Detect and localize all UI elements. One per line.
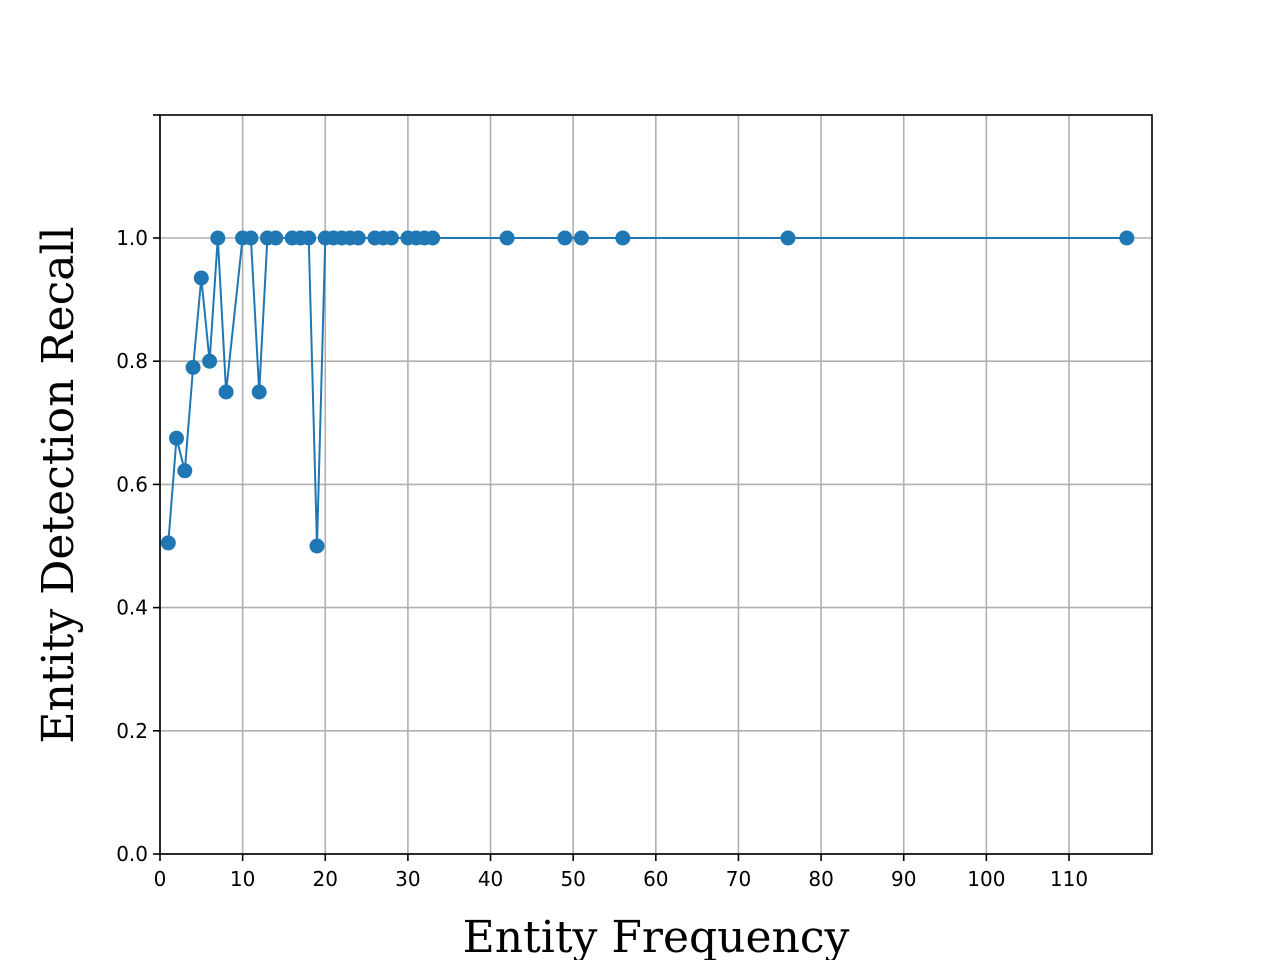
data-point bbox=[251, 384, 267, 400]
data-point bbox=[169, 430, 184, 446]
data-point bbox=[615, 230, 631, 246]
data-point bbox=[202, 353, 218, 369]
data-point bbox=[1119, 230, 1135, 246]
y-tick-label: 1.0 bbox=[116, 226, 148, 250]
x-tick-label: 100 bbox=[967, 867, 1005, 891]
data-point bbox=[780, 230, 796, 246]
data-point bbox=[268, 230, 284, 246]
data-point bbox=[218, 384, 234, 400]
data-point bbox=[193, 270, 209, 286]
data-point bbox=[350, 230, 366, 246]
y-tick-label: 0.6 bbox=[116, 472, 148, 496]
data-point bbox=[309, 538, 325, 554]
series-recall bbox=[160, 230, 1135, 554]
y-axis-label: Entity Detection Recall bbox=[33, 226, 84, 743]
x-tick-label: 50 bbox=[560, 867, 585, 891]
series-line bbox=[167, 237, 1127, 547]
axis-ticks: 0 10 20 30 40 50 60 70 80 90 100 110 0.0 0.2 0.4 0.6 0.8… bbox=[116, 114, 1088, 891]
data-point bbox=[210, 230, 226, 246]
data-point bbox=[243, 230, 259, 246]
x-axis-label: Entity Frequency bbox=[463, 912, 850, 960]
data-point bbox=[160, 535, 176, 551]
x-tick-label: 10 bbox=[230, 867, 255, 891]
x-tick-label: 30 bbox=[395, 867, 420, 891]
x-tick-label: 110 bbox=[1050, 867, 1088, 891]
x-tick-label: 0 bbox=[154, 867, 167, 891]
x-tick-label: 20 bbox=[313, 867, 338, 891]
y-tick-label: 0.4 bbox=[116, 596, 148, 620]
data-point bbox=[557, 230, 573, 246]
data-point bbox=[383, 230, 399, 246]
y-tick-label: 0.0 bbox=[116, 842, 148, 866]
x-tick-label: 90 bbox=[891, 867, 916, 891]
y-tick-label: 0.8 bbox=[116, 349, 148, 373]
x-tick-label: 60 bbox=[643, 867, 668, 891]
data-point bbox=[499, 230, 515, 246]
data-point bbox=[301, 230, 317, 246]
data-point bbox=[177, 463, 193, 479]
data-point bbox=[425, 230, 441, 246]
x-tick-label: 40 bbox=[478, 867, 503, 891]
x-tick-label: 80 bbox=[808, 867, 833, 891]
grid-lines bbox=[159, 115, 1152, 855]
data-point bbox=[185, 359, 201, 375]
y-tick-label: 0.2 bbox=[116, 719, 148, 743]
data-point bbox=[573, 230, 589, 246]
x-tick-label: 70 bbox=[726, 867, 751, 891]
